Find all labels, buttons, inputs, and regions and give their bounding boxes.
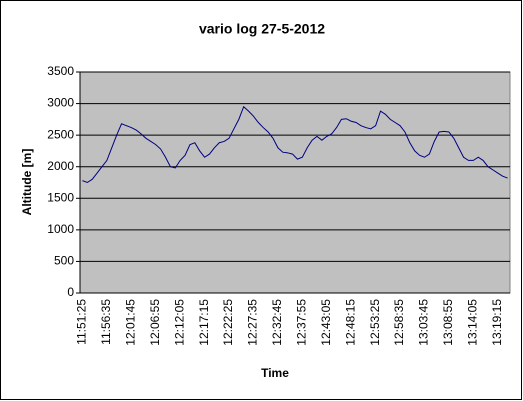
x-tick-label: 12:32:45: [270, 299, 284, 346]
plot-area: [79, 71, 511, 294]
y-tick-label: 1500: [47, 190, 74, 204]
x-tick-label: 13:14:05: [466, 299, 480, 346]
x-tick-label: 13:08:55: [441, 299, 455, 346]
x-tick-label: 12:48:15: [343, 299, 357, 346]
x-axis-label: Time: [261, 366, 289, 380]
y-axis-label: Altitude [m]: [20, 149, 34, 216]
x-tick-label: 12:06:55: [148, 299, 162, 346]
y-tick-label: 2000: [47, 159, 74, 173]
x-tick-label: 12:01:45: [123, 299, 137, 346]
x-tick-label: 13:19:15: [490, 299, 504, 346]
x-tick-label: 12:58:35: [392, 299, 406, 346]
y-tick-label: 3500: [47, 64, 74, 78]
chart-title: vario log 27-5-2012: [199, 21, 325, 37]
x-tick-label: 12:43:05: [319, 299, 333, 346]
x-tick-label: 13:03:45: [417, 299, 431, 346]
y-tick-label: 1000: [47, 222, 74, 236]
x-tick-label: 12:37:55: [295, 299, 309, 346]
y-tick-label: 0: [67, 285, 74, 299]
x-tick-label: 12:53:25: [368, 299, 382, 346]
x-tick-label: 11:51:25: [75, 299, 89, 345]
y-tick-label: 500: [54, 254, 74, 268]
x-tick-label: 12:17:15: [197, 299, 211, 346]
x-tick-label: 12:22:25: [221, 299, 235, 346]
x-tick-label: 12:12:05: [172, 299, 186, 346]
x-tick-label: 12:27:35: [246, 299, 260, 346]
x-tick-label: 11:56:35: [99, 299, 113, 345]
y-tick-label: 3000: [47, 96, 74, 110]
y-tick-label: 2500: [47, 127, 74, 141]
data-line: [82, 105, 508, 184]
